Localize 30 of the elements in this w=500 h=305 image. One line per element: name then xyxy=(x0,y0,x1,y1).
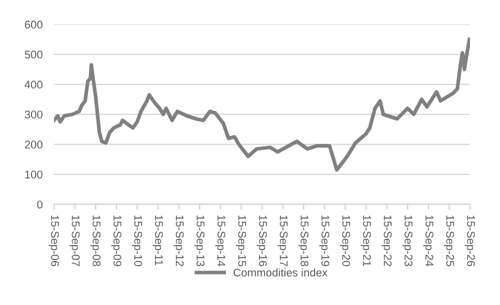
y-tick-label: 300 xyxy=(24,110,42,119)
x-tick-label: 15-Sep-19 xyxy=(319,216,330,266)
x-tick-label: 15-Sep-06 xyxy=(48,216,59,266)
x-tick-label: 15-Sep-17 xyxy=(278,216,288,266)
x-tick-label: 15-Sep-16 xyxy=(256,216,267,266)
y-tick-label: 600 xyxy=(24,20,42,29)
x-tick-label: 15-Sep-22 xyxy=(382,216,392,266)
y-tick-label: 500 xyxy=(24,50,42,59)
x-tick-label: 15-Sep-18 xyxy=(298,216,308,266)
x-tick-label: 15-Sep-24 xyxy=(423,216,434,266)
x-tick-label: 15-Sep-10 xyxy=(132,216,142,266)
y-tick-label: 0 xyxy=(37,200,42,208)
x-tick-label: 15-Sep-21 xyxy=(360,216,371,266)
x-tick-label: 15-Sep-12 xyxy=(174,216,184,266)
x-tick-label: 15-Sep-15 xyxy=(236,216,246,266)
legend-label: Commodities index xyxy=(234,268,328,276)
x-tick-label: 15-Sep-26 xyxy=(464,216,475,266)
line-series xyxy=(54,38,470,172)
y-tick-label: 400 xyxy=(24,80,42,89)
x-tick-label: 15-Sep-20 xyxy=(340,216,350,266)
x-tick-label: 15-Sep-23 xyxy=(402,216,412,266)
x-tick-label: 15-Sep-11 xyxy=(152,216,163,266)
x-tick-label: 15-Sep-09 xyxy=(111,216,122,266)
y-tick-label: 100 xyxy=(25,170,42,178)
x-tick-label: 15-Sep-14 xyxy=(215,216,226,266)
y-tick-label: 200 xyxy=(24,140,42,148)
x-tick-label: 15-Sep-08 xyxy=(90,216,101,266)
x-tick-label: 15-Sep-07 xyxy=(70,216,80,266)
x-tick-label: 15-Sep-25 xyxy=(444,216,454,266)
x-tick-label: 15-Sep-13 xyxy=(194,216,204,266)
